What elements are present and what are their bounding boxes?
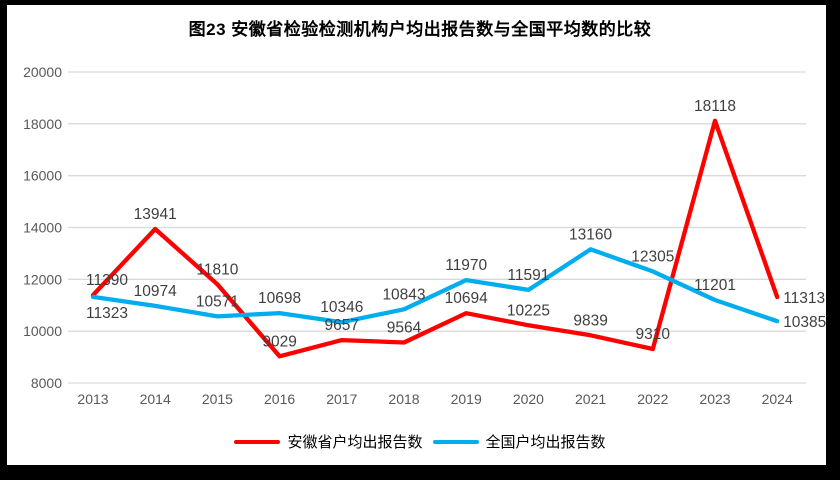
national-data-label: 11970 bbox=[445, 257, 487, 274]
x-axis-year-label: 2019 bbox=[451, 391, 482, 407]
national-data-label: 10698 bbox=[258, 290, 301, 307]
x-axis-year-label: 2018 bbox=[388, 391, 419, 407]
legend-label-national: 全国户均出报告数 bbox=[485, 434, 606, 451]
y-axis-tick-label: 16000 bbox=[23, 168, 62, 184]
anhui-series-swatch-icon bbox=[234, 439, 281, 444]
x-axis-year-label: 2023 bbox=[699, 391, 730, 407]
legend-item-anhui: 安徽省户均出报告数 bbox=[234, 431, 423, 452]
national-data-label: 10346 bbox=[320, 299, 363, 316]
x-axis-year-label: 2024 bbox=[762, 391, 793, 407]
anhui-data-label: 9029 bbox=[262, 333, 296, 350]
anhui-data-label: 11810 bbox=[196, 261, 238, 278]
national-data-label: 10843 bbox=[382, 286, 425, 303]
anhui-data-label: 10225 bbox=[507, 302, 550, 319]
anhui-data-label: 9310 bbox=[636, 326, 671, 343]
legend-label-anhui: 安徽省户均出报告数 bbox=[287, 434, 423, 451]
x-axis-year-label: 2015 bbox=[202, 391, 233, 407]
x-axis-year-label: 2022 bbox=[637, 391, 668, 407]
anhui-data-label: 11390 bbox=[86, 272, 128, 289]
y-axis-tick-label: 12000 bbox=[23, 271, 62, 287]
anhui-series-line bbox=[90, 118, 780, 359]
x-axis-year-label: 2021 bbox=[575, 391, 606, 407]
national-data-label: 11591 bbox=[507, 267, 549, 284]
anhui-data-label: 13941 bbox=[134, 206, 177, 223]
x-axis-year-label: 2014 bbox=[140, 391, 171, 407]
chart-legend: 安徽省户均出报告数 全国户均出报告数 bbox=[0, 431, 840, 452]
national-data-label: 10974 bbox=[134, 283, 177, 300]
x-axis-year-label: 2016 bbox=[264, 391, 295, 407]
legend-item-national: 全国户均出报告数 bbox=[432, 431, 606, 452]
x-axis-year-label: 2017 bbox=[326, 391, 357, 407]
x-axis-year-label: 2013 bbox=[77, 391, 108, 407]
anhui-data-label: 18118 bbox=[694, 98, 736, 115]
national-series-line bbox=[90, 247, 780, 325]
chart-title: 图23 安徽省检验检测机构户均出报告数与全国平均数的比较 bbox=[188, 20, 652, 39]
national-data-label: 10571 bbox=[196, 293, 239, 310]
national-data-label: 12305 bbox=[631, 248, 674, 265]
y-axis-tick-label: 10000 bbox=[23, 323, 62, 339]
anhui-data-label: 9657 bbox=[325, 317, 359, 334]
national-data-label: 10385 bbox=[783, 314, 826, 331]
y-axis-tick-label: 8000 bbox=[31, 375, 62, 391]
national-data-label: 13160 bbox=[569, 226, 612, 243]
national-data-label: 11323 bbox=[86, 305, 128, 322]
anhui-data-label: 9564 bbox=[387, 319, 422, 336]
anhui-data-label: 10694 bbox=[445, 290, 488, 307]
x-axis-year-label: 2020 bbox=[513, 391, 544, 407]
national-data-label: 11201 bbox=[694, 277, 736, 294]
anhui-data-label: 9839 bbox=[573, 312, 607, 329]
anhui-data-label: 11313 bbox=[783, 290, 825, 307]
y-axis-tick-label: 14000 bbox=[23, 220, 62, 236]
national-series-swatch-icon bbox=[432, 439, 479, 444]
y-axis-tick-label: 18000 bbox=[23, 116, 62, 132]
y-axis-tick-label: 20000 bbox=[23, 64, 62, 80]
